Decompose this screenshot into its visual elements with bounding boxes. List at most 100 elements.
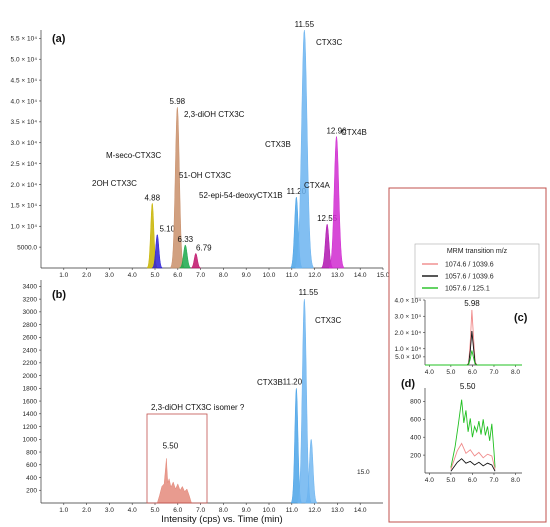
x-tick-label: 15.0 <box>377 272 390 279</box>
x-tick-label: 8.0 <box>219 507 228 514</box>
legend-entry-1057-1039: 1057.6 / 1039.6 <box>445 274 494 281</box>
x-tick-label: 4.0 <box>128 272 137 279</box>
x-tick-label: 1.0 <box>59 272 68 279</box>
y-tick-label: 2.0 × 10⁴ <box>395 330 422 337</box>
peak-isomer-cluster <box>157 458 192 504</box>
annotation-ctx3b-b: CTX3B <box>257 378 283 387</box>
y-tick-label: 1600 <box>23 398 38 405</box>
x-tick-label: 5.0 <box>446 369 455 376</box>
y-tick-label: 400 <box>26 475 37 482</box>
x-tick-label: 4.0 <box>128 507 137 514</box>
x-tick-label: 2.0 <box>82 507 91 514</box>
annotation-m-seco-ctx3c: M-seco-CTX3C <box>106 151 161 160</box>
y-tick-label: 3.5 × 10⁴ <box>11 119 38 126</box>
y-tick-label: 200 <box>410 452 421 459</box>
y-tick-label: 3200 <box>23 296 38 303</box>
peak-label-11-55: 11.55 <box>295 20 315 29</box>
y-tick-label: 5000.0 <box>17 244 37 251</box>
x-tick-label: 11.0 <box>286 507 299 514</box>
panel-a-annotations: M-seco-CTX3C 2OH CTX3C 2,3-diOH CTX3C 51… <box>92 38 367 200</box>
annotation-isomer: 2,3-diOH CTX3C isomer ? <box>151 403 245 412</box>
x-tick-label: 2.0 <box>82 272 91 279</box>
y-tick-label: 2.0 × 10⁴ <box>11 182 38 189</box>
x-tick-label: 7.0 <box>196 272 205 279</box>
peak-label-b-11-20: 11.20 <box>283 377 303 386</box>
y-tick-label: 2.5 × 10⁴ <box>11 161 38 168</box>
y-tick-label: 1000 <box>23 437 38 444</box>
y-tick-label: 800 <box>410 399 421 406</box>
x-tick-label: 12.0 <box>308 507 321 514</box>
panel-d-chart: 4.0 5.0 6.0 7.0 8.0 200 400 600 800 5.50 <box>410 382 522 484</box>
x-tick-label: 10.0 <box>263 507 276 514</box>
panel-b-end-label: 15.0 <box>357 469 370 476</box>
annotation-ctx3c-b: CTX3C <box>315 316 341 325</box>
peak-6-33 <box>179 244 192 269</box>
x-tick-label: 7.0 <box>489 369 498 376</box>
y-tick-label: 2400 <box>23 347 38 354</box>
x-tick-label: 12.0 <box>308 272 321 279</box>
trace-d-1074-1039 <box>450 442 496 470</box>
peak-label-c: 5.98 <box>464 299 480 308</box>
panel-b-annotations: 2,3-diOH CTX3C isomer ? CTX3B CTX3C 15.0 <box>146 316 370 504</box>
y-tick-label: 1.0 × 10⁴ <box>11 224 38 231</box>
legend-entry-1074-1039: 1074.6 / 1039.6 <box>445 262 494 269</box>
x-tick-label: 1.0 <box>59 507 68 514</box>
y-tick-label: 3.0 × 10⁴ <box>395 314 422 321</box>
annotation-51-oh-ctx3c: 51-OH CTX3C <box>179 171 231 180</box>
y-tick-label: 5.5 × 10⁴ <box>11 36 38 43</box>
panel-b-chart: 1.0 2.0 3.0 4.0 5.0 6.0 7.0 8.0 9.0 10.0 11.0 12.0 1… <box>23 280 383 514</box>
peak-5-10 <box>151 234 163 269</box>
x-tick-label: 6.0 <box>173 272 182 279</box>
trace-d-1057-125 <box>450 399 496 468</box>
x-tick-label: 7.0 <box>489 477 498 484</box>
annotation-2oh-ctx3c: 2OH CTX3C <box>92 179 137 188</box>
panel-label-c: (c) <box>514 312 528 324</box>
panel-a-chart: 1.0 2.0 3.0 4.0 5.0 6.0 7.0 8.0 9.0 10.0 11.0 12.0 1… <box>11 20 390 279</box>
x-tick-label: 13.0 <box>331 507 344 514</box>
y-tick-label: 4.0 × 10⁴ <box>395 297 422 304</box>
y-tick-label: 3400 <box>23 284 38 291</box>
x-tick-label: 3.0 <box>105 272 114 279</box>
x-tick-label: 10.0 <box>263 272 276 279</box>
y-tick-label: 3000 <box>23 309 38 316</box>
x-tick-label: 8.0 <box>219 272 228 279</box>
y-tick-label: 800 <box>26 449 37 456</box>
peak-11-55 <box>295 29 314 269</box>
trace-d-1057-1039 <box>450 458 496 472</box>
y-tick-label: 1800 <box>23 386 38 393</box>
panel-label-d: (d) <box>401 378 415 390</box>
annotation-ctx3b: CTX3B <box>265 140 291 149</box>
x-tick-label: 4.0 <box>425 369 434 376</box>
annotation-ctx4b: CTX4B <box>341 128 367 137</box>
peak-label-12-96: 12.96 <box>326 126 347 135</box>
y-tick-label: 1200 <box>23 424 38 431</box>
x-tick-label: 4.0 <box>425 477 434 484</box>
annotation-23-dioh-ctx3c: 2,3-diOH CTX3C <box>184 110 245 119</box>
x-tick-label: 9.0 <box>242 272 251 279</box>
x-tick-label: 5.0 <box>446 477 455 484</box>
peak-b-shoulder <box>305 438 318 504</box>
y-tick-label: 600 <box>410 417 421 424</box>
annotation-ctx3c: CTX3C <box>316 38 342 47</box>
legend-title: MRM transition m/z <box>447 248 508 255</box>
peak-12-96 <box>328 136 345 269</box>
peak-6-79 <box>190 253 202 269</box>
y-tick-label: 2200 <box>23 360 38 367</box>
peak-label-4-88: 4.88 <box>144 193 160 202</box>
peak-label-d: 5.50 <box>460 382 476 391</box>
y-tick-label: 3.0 × 10⁴ <box>11 140 38 147</box>
x-tick-label: 8.0 <box>511 477 520 484</box>
x-tick-label: 5.0 <box>150 272 159 279</box>
y-tick-label: 2600 <box>23 335 38 342</box>
legend: MRM transition m/z 1074.6 / 1039.6 1057.… <box>414 243 540 299</box>
peak-label-6-79: 6.79 <box>196 243 212 252</box>
x-tick-label: 7.0 <box>196 507 205 514</box>
x-tick-label: 14.0 <box>354 507 367 514</box>
x-tick-label: 8.0 <box>511 369 520 376</box>
x-tick-label: 14.0 <box>354 272 367 279</box>
peak-label-6-33: 6.33 <box>178 235 194 244</box>
peak-label-12-55: 12.55 <box>317 214 338 223</box>
y-tick-label: 5.0 × 10⁴ <box>11 57 38 64</box>
y-tick-label: 2800 <box>23 322 38 329</box>
